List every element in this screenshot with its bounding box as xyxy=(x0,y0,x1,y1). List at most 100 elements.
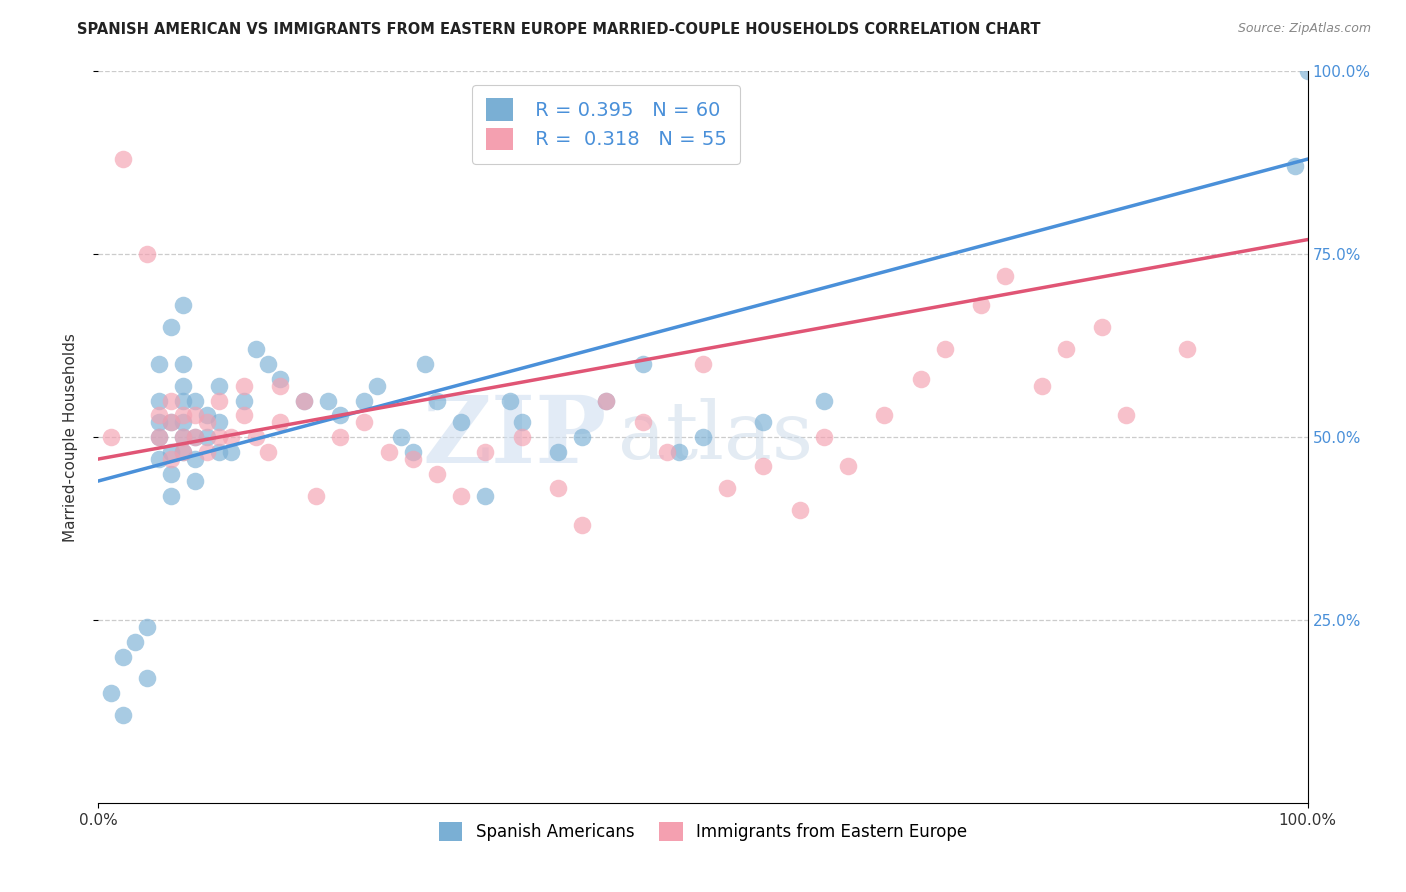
Point xyxy=(510,416,533,430)
Point xyxy=(970,298,993,312)
Point xyxy=(752,416,775,430)
Point xyxy=(353,416,375,430)
Point xyxy=(160,489,183,503)
Point xyxy=(148,357,170,371)
Point xyxy=(1091,320,1114,334)
Point xyxy=(269,371,291,385)
Point xyxy=(474,489,496,503)
Point xyxy=(221,430,243,444)
Point xyxy=(402,444,425,458)
Point xyxy=(571,430,593,444)
Point xyxy=(256,444,278,458)
Point xyxy=(316,393,339,408)
Point xyxy=(426,467,449,481)
Point xyxy=(269,416,291,430)
Point xyxy=(232,393,254,408)
Point xyxy=(366,379,388,393)
Point xyxy=(232,379,254,393)
Point xyxy=(873,408,896,422)
Point xyxy=(148,416,170,430)
Point xyxy=(195,408,218,422)
Point xyxy=(353,393,375,408)
Point xyxy=(172,357,194,371)
Text: SPANISH AMERICAN VS IMMIGRANTS FROM EASTERN EUROPE MARRIED-COUPLE HOUSEHOLDS COR: SPANISH AMERICAN VS IMMIGRANTS FROM EAST… xyxy=(77,22,1040,37)
Point xyxy=(329,408,352,422)
Point xyxy=(498,393,520,408)
Text: Source: ZipAtlas.com: Source: ZipAtlas.com xyxy=(1237,22,1371,36)
Point xyxy=(172,408,194,422)
Point xyxy=(389,430,412,444)
Point xyxy=(692,357,714,371)
Point xyxy=(160,393,183,408)
Point xyxy=(160,320,183,334)
Point xyxy=(135,620,157,634)
Point xyxy=(124,635,146,649)
Point xyxy=(377,444,399,458)
Point xyxy=(172,430,194,444)
Point xyxy=(450,416,472,430)
Point xyxy=(184,474,207,488)
Point xyxy=(195,416,218,430)
Point xyxy=(148,408,170,422)
Point xyxy=(172,298,194,312)
Point xyxy=(208,379,231,393)
Point xyxy=(148,430,170,444)
Point xyxy=(910,371,932,385)
Point xyxy=(100,430,122,444)
Text: ZIP: ZIP xyxy=(422,392,606,482)
Point xyxy=(195,444,218,458)
Point xyxy=(172,444,194,458)
Point xyxy=(208,416,231,430)
Point xyxy=(232,408,254,422)
Point xyxy=(292,393,315,408)
Point xyxy=(547,481,569,495)
Point xyxy=(245,430,267,444)
Point xyxy=(111,649,134,664)
Point xyxy=(752,459,775,474)
Point xyxy=(111,708,134,723)
Point xyxy=(160,452,183,467)
Point xyxy=(934,343,956,357)
Point xyxy=(413,357,436,371)
Point xyxy=(789,503,811,517)
Point xyxy=(571,517,593,532)
Point xyxy=(172,393,194,408)
Point xyxy=(1054,343,1077,357)
Point xyxy=(329,430,352,444)
Point xyxy=(160,467,183,481)
Y-axis label: Married-couple Households: Married-couple Households xyxy=(63,333,77,541)
Point xyxy=(111,152,134,166)
Point xyxy=(595,393,617,408)
Point xyxy=(135,247,157,261)
Text: atlas: atlas xyxy=(619,398,814,476)
Point xyxy=(184,452,207,467)
Point xyxy=(292,393,315,408)
Point xyxy=(160,444,183,458)
Point xyxy=(184,430,207,444)
Point xyxy=(148,393,170,408)
Point xyxy=(837,459,859,474)
Point xyxy=(631,416,654,430)
Point xyxy=(716,481,738,495)
Point xyxy=(208,444,231,458)
Point xyxy=(595,393,617,408)
Point xyxy=(135,672,157,686)
Point xyxy=(474,444,496,458)
Point xyxy=(100,686,122,700)
Point xyxy=(172,416,194,430)
Point xyxy=(269,379,291,393)
Point xyxy=(994,269,1017,284)
Point xyxy=(547,444,569,458)
Point xyxy=(668,444,690,458)
Point xyxy=(172,444,194,458)
Point xyxy=(208,393,231,408)
Legend: Spanish Americans, Immigrants from Eastern Europe: Spanish Americans, Immigrants from Easte… xyxy=(430,814,976,849)
Point xyxy=(426,393,449,408)
Point xyxy=(160,416,183,430)
Point xyxy=(184,408,207,422)
Point xyxy=(813,430,835,444)
Point xyxy=(195,430,218,444)
Point xyxy=(1031,379,1053,393)
Point xyxy=(450,489,472,503)
Point xyxy=(148,430,170,444)
